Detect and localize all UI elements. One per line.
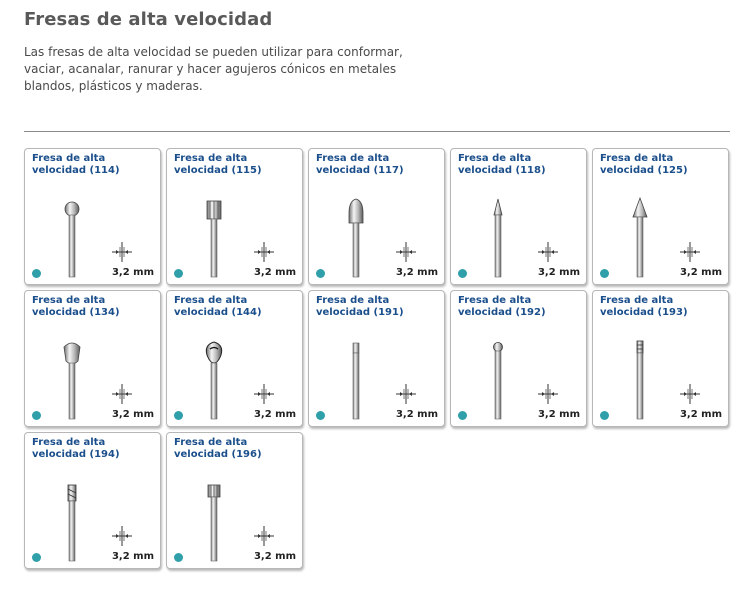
product-title-link[interactable]: Fresa de alta velocidad (192) [458, 295, 546, 318]
indicator-dot-icon [32, 269, 41, 278]
product-card[interactable]: Fresa de alta velocidad (191) 3,2 mm [308, 290, 445, 427]
indicator-dot-icon [600, 269, 609, 278]
small-ball-cutter-icon [493, 342, 503, 420]
shank-size: 3,2 mm [679, 409, 722, 420]
divider [24, 131, 730, 132]
oval-cutter-icon [63, 342, 81, 420]
product-title-link[interactable]: Fresa de alta velocidad (114) [32, 153, 120, 176]
product-title-link[interactable]: Fresa de alta velocidad (118) [458, 153, 546, 176]
indicator-dot-icon [316, 269, 325, 278]
product-card[interactable]: Fresa de alta velocidad (144) 3,2 mm [166, 290, 303, 427]
tiny-cutter-icon [636, 340, 644, 420]
shank-diameter-icon [112, 242, 132, 262]
product-title-link[interactable]: Fresa de alta velocidad (194) [32, 437, 120, 460]
shank-size: 3,2 mm [111, 551, 154, 562]
product-card[interactable]: Fresa de alta velocidad (115) 3,2 mm [166, 148, 303, 285]
product-card[interactable]: Fresa de alta velocidad (114) 3,2 mm [24, 148, 161, 285]
shank-size: 3,2 mm [253, 267, 296, 278]
product-title-link[interactable]: Fresa de alta velocidad (125) [600, 153, 688, 176]
product-title-link[interactable]: Fresa de alta velocidad (196) [174, 437, 262, 460]
indicator-dot-icon [174, 553, 183, 562]
shank-diameter-icon [680, 384, 700, 404]
product-card[interactable]: Fresa de alta velocidad (196) 3,2 mm [166, 432, 303, 569]
shank-diameter-icon [254, 384, 274, 404]
wide-cone-cutter-icon [632, 196, 648, 278]
shank-diameter-icon [538, 384, 558, 404]
shank-size: 3,2 mm [253, 409, 296, 420]
page-title: Fresas de alta velocidad [24, 9, 273, 30]
indicator-dot-icon [458, 269, 467, 278]
product-grid: Fresa de alta velocidad (114) 3,2 mm Fre… [24, 148, 736, 569]
shank-diameter-icon [112, 384, 132, 404]
shank-size: 3,2 mm [253, 551, 296, 562]
indicator-dot-icon [316, 411, 325, 420]
shank-diameter-icon [680, 242, 700, 262]
indicator-dot-icon [174, 269, 183, 278]
product-title-link[interactable]: Fresa de alta velocidad (117) [316, 153, 404, 176]
shank-size: 3,2 mm [537, 409, 580, 420]
shank-size: 3,2 mm [679, 267, 722, 278]
shank-diameter-icon [538, 242, 558, 262]
shank-size: 3,2 mm [111, 267, 154, 278]
cylinder-cutter-icon [206, 200, 222, 278]
shank-size: 3,2 mm [111, 409, 154, 420]
indicator-dot-icon [174, 411, 183, 420]
shank-diameter-icon [112, 526, 132, 546]
indicator-dot-icon [458, 411, 467, 420]
product-card[interactable]: Fresa de alta velocidad (193) 3,2 mm [592, 290, 729, 427]
shank-size: 3,2 mm [537, 267, 580, 278]
indicator-dot-icon [32, 553, 41, 562]
product-card[interactable]: Fresa de alta velocidad (192) 3,2 mm [450, 290, 587, 427]
slim-end-cutter-icon [352, 342, 360, 420]
page-description: Las fresas de alta velocidad se pueden u… [24, 45, 403, 93]
narrow-cone-cutter-icon [493, 198, 503, 278]
shank-diameter-icon [396, 384, 416, 404]
ball-cutter-icon [64, 201, 80, 278]
bullet-cutter-icon [348, 198, 364, 278]
indicator-dot-icon [600, 411, 609, 420]
shank-size: 3,2 mm [395, 409, 438, 420]
product-title-link[interactable]: Fresa de alta velocidad (134) [32, 295, 120, 318]
shank-diameter-icon [254, 242, 274, 262]
shank-diameter-icon [254, 526, 274, 546]
product-card[interactable]: Fresa de alta velocidad (134) 3,2 mm [24, 290, 161, 427]
shank-diameter-icon [396, 242, 416, 262]
product-card[interactable]: Fresa de alta velocidad (194) 3,2 mm [24, 432, 161, 569]
product-card[interactable]: Fresa de alta velocidad (118) 3,2 mm [450, 148, 587, 285]
product-card[interactable]: Fresa de alta velocidad (125) 3,2 mm [592, 148, 729, 285]
product-title-link[interactable]: Fresa de alta velocidad (115) [174, 153, 262, 176]
fluted-end-cutter-icon [67, 484, 77, 562]
shank-size: 3,2 mm [395, 267, 438, 278]
product-title-link[interactable]: Fresa de alta velocidad (144) [174, 295, 262, 318]
product-title-link[interactable]: Fresa de alta velocidad (193) [600, 295, 688, 318]
product-card[interactable]: Fresa de alta velocidad (117) 3,2 mm [308, 148, 445, 285]
small-cylinder-cutter-icon [207, 484, 221, 562]
product-title-link[interactable]: Fresa de alta velocidad (191) [316, 295, 404, 318]
teardrop-cutter-icon [205, 341, 223, 420]
indicator-dot-icon [32, 411, 41, 420]
